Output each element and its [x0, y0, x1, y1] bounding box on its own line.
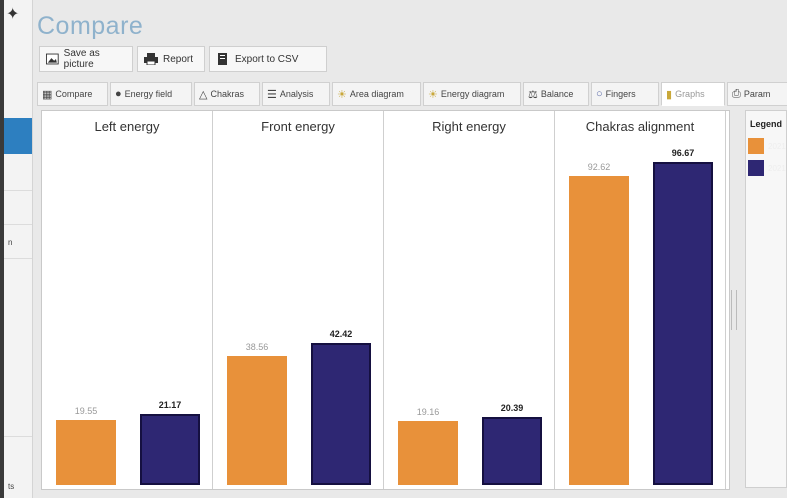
sidebar-item-label[interactable]: ts: [8, 482, 15, 491]
chart-bar: [311, 343, 371, 485]
sun-icon: ☀: [428, 88, 438, 101]
tab-label: Balance: [540, 89, 574, 99]
picture-icon: [46, 53, 59, 65]
tab-label: Energy field: [124, 89, 173, 99]
graphs-chart: Left energy 19.55 21.17 Front energy 38.56 42…: [41, 110, 730, 490]
report-button[interactable]: Report: [137, 46, 205, 72]
analysis-icon: ☰: [267, 88, 277, 101]
tab-chakras[interactable]: △ Chakras: [194, 82, 260, 106]
page-title: Compare: [37, 12, 144, 40]
main-content: Compare Save as picture Report Export to…: [33, 0, 787, 498]
save-as-picture-label: Save as picture: [63, 48, 100, 70]
sidebar-item-selected[interactable]: [4, 118, 32, 154]
save-as-picture-button[interactable]: Save as picture: [39, 46, 133, 72]
data-label: 21.17: [158, 400, 182, 411]
sidebar-divider: [4, 224, 32, 225]
chart-bar: [140, 414, 200, 485]
tab-label: Param: [743, 89, 771, 99]
chart-bar: [398, 421, 458, 485]
sun-icon: ☀: [337, 88, 347, 101]
tab-parameters[interactable]: ⎙ Param: [727, 82, 787, 106]
chart-bar: [227, 356, 287, 485]
legend: Legend 2021 2021: [745, 110, 787, 488]
data-label: 96.67: [671, 148, 695, 159]
legend-item: 2021: [748, 137, 786, 155]
resize-handle[interactable]: [731, 290, 737, 330]
tab-analysis[interactable]: ☰ Analysis: [262, 82, 330, 106]
legend-title: Legend: [750, 119, 783, 129]
data-label: 92.62: [587, 161, 611, 172]
panel-title: Left energy: [94, 119, 160, 134]
tab-label: Chakras: [210, 89, 244, 99]
sidebar-divider: [4, 258, 32, 259]
tab-fingers[interactable]: ○ Fingers: [591, 82, 659, 106]
legend-label: 2021: [768, 163, 786, 173]
panel-title: Right energy: [432, 119, 506, 134]
tab-compare[interactable]: ▦ Compare: [37, 82, 108, 106]
chart-panel: Right energy 19.16 20.39: [384, 111, 555, 489]
pin-icon[interactable]: ✦: [6, 6, 20, 23]
scale-icon: ⚖: [528, 88, 538, 101]
chart-bar: [569, 175, 629, 485]
chart-panel: Chakras alignment 92.62 96.67: [555, 111, 726, 489]
tab-label: Area diagram: [349, 89, 404, 99]
meditation-icon: △: [199, 88, 208, 101]
tab-energy-field[interactable]: ● Energy field: [110, 82, 192, 106]
data-label: 19.16: [416, 407, 440, 417]
tab-label: Graphs: [675, 89, 705, 99]
sidebar: ✦ n ts: [4, 0, 33, 498]
printer-icon: [144, 53, 158, 65]
chart-bar: [56, 419, 116, 485]
tab-graphs[interactable]: ▮ Graphs: [661, 82, 725, 106]
legend-label: 2021: [768, 141, 786, 151]
sidebar-divider: [4, 436, 32, 437]
data-label: 38.56: [245, 342, 269, 353]
person-icon: ●: [115, 88, 122, 100]
export-csv-button[interactable]: Export to CSV: [209, 46, 327, 72]
tab-energy-diagram[interactable]: ☀ Energy diagram: [423, 82, 521, 106]
data-label: 19.55: [74, 405, 98, 416]
sidebar-item-label[interactable]: n: [8, 238, 13, 247]
chart-panel: Front energy 38.56 42.42: [213, 111, 384, 489]
legend-swatch: [748, 160, 764, 176]
panel-title: Chakras alignment: [585, 119, 695, 134]
legend-item: 2021: [748, 159, 786, 177]
report-label: Report: [163, 53, 194, 65]
document-export-icon: [218, 53, 227, 65]
bar-chart-icon: ▮: [666, 88, 673, 101]
export-csv-label: Export to CSV: [235, 53, 299, 65]
tab-label: Fingers: [605, 89, 636, 99]
data-label: 20.39: [500, 402, 524, 413]
sidebar-divider: [4, 190, 32, 191]
circle-icon: ○: [596, 88, 603, 100]
chart-bar: [653, 162, 713, 485]
compare-icon: ▦: [42, 88, 53, 101]
tab-balance[interactable]: ⚖ Balance: [523, 82, 589, 106]
tab-label: Energy diagram: [440, 89, 505, 99]
tab-label: Analysis: [279, 89, 314, 99]
chart-bar: [482, 416, 542, 485]
app-window: ✦ n ts Compare Save as picture Report: [4, 0, 787, 498]
tab-bar: ▦ Compare ● Energy field △ Chakras ☰ Ana…: [37, 82, 787, 108]
legend-swatch: [748, 138, 764, 154]
tab-label: Compare: [55, 89, 93, 99]
tab-area-diagram[interactable]: ☀ Area diagram: [332, 82, 421, 106]
printer-icon: ⎙: [732, 87, 741, 100]
chart-panel: Left energy 19.55 21.17: [42, 111, 213, 489]
data-label: 42.42: [329, 329, 353, 340]
panel-title: Front energy: [261, 119, 335, 134]
